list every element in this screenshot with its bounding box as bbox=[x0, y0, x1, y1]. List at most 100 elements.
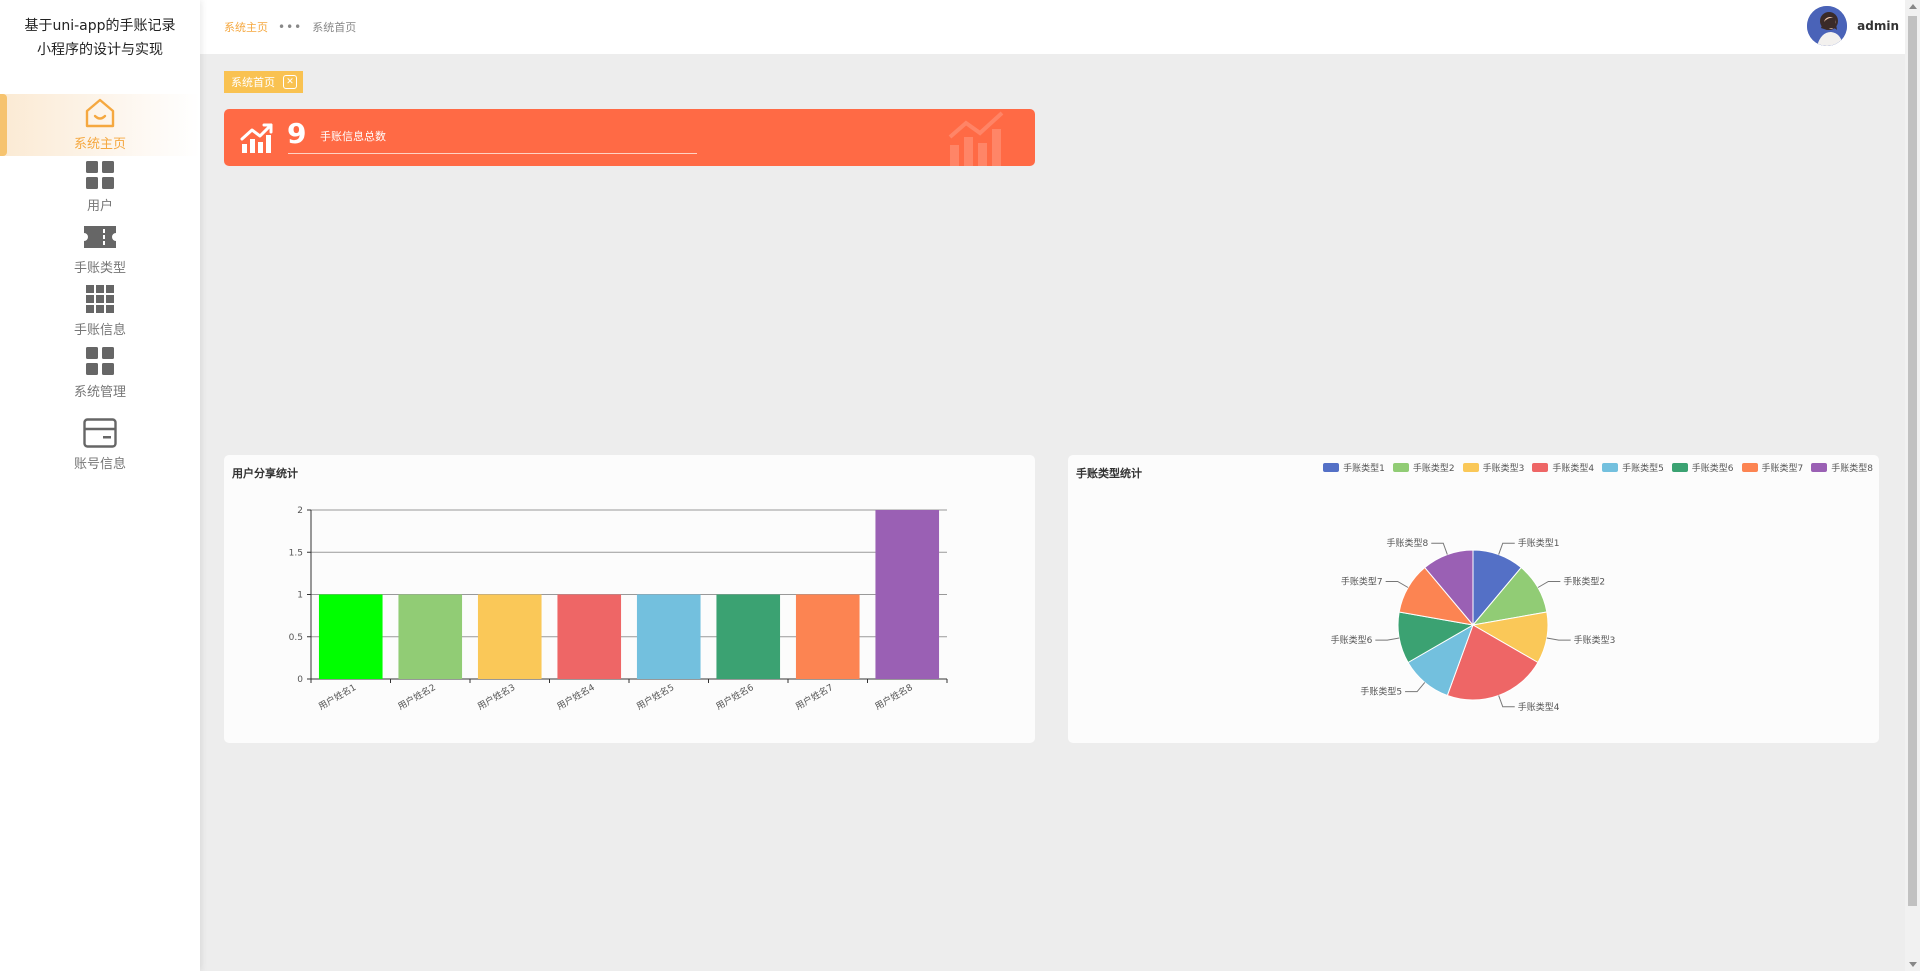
page-scrollbar[interactable] bbox=[1905, 0, 1920, 971]
sidebar-item-label: 系统管理 bbox=[73, 385, 126, 400]
pie-legend: 手账类型1 手账类型2 手账类型3 手账类型4 手账类型5 手账类型6 手账类型7 手账类型8 bbox=[1323, 461, 1873, 474]
legend-swatch bbox=[1602, 463, 1619, 472]
legend-item[interactable]: 手账类型8 bbox=[1811, 461, 1873, 474]
legend-label: 手账类型3 bbox=[1482, 464, 1525, 474]
sidebar-item-label: 系统主页 bbox=[73, 137, 126, 152]
sidebar-nav: 系统主页 用户 手账类型 手账信息 系统管理 bbox=[0, 94, 200, 476]
trend-chart-icon bbox=[240, 122, 274, 158]
pie-label: 手账类型4 bbox=[1518, 701, 1560, 713]
bar bbox=[557, 594, 622, 679]
legend-swatch bbox=[1811, 463, 1828, 472]
close-icon[interactable]: ✕ bbox=[283, 75, 297, 89]
legend-item[interactable]: 手账类型6 bbox=[1671, 461, 1734, 474]
y-tick-label: 2 bbox=[297, 506, 303, 516]
bar bbox=[875, 510, 940, 679]
sidebar-item-journal-info[interactable]: 手账信息 bbox=[0, 280, 200, 342]
bar-chart: 0 0.5 1 1.5 2 用户姓名1 用户姓名2 用户姓名3 用户姓名4 用户姓名5 用户姓名6 用… bbox=[289, 506, 948, 712]
bar bbox=[477, 594, 542, 679]
sidebar: 基于uni-app的手账记录 小程序的设计与实现 系统主页 用户 手账类型 手 bbox=[0, 0, 200, 971]
sidebar-item-home[interactable]: 系统主页 bbox=[0, 94, 200, 156]
stat-background-chart-icon bbox=[946, 109, 1010, 166]
top-bar: 系统主页 ••• 系统首页 admin bbox=[200, 0, 1905, 54]
bar-chart-card: 用户分享统计 0 0.5 1 1.5 2 用户姓名1 用户姓名2 用户姓名3 用户姓名4 用户姓名… bbox=[224, 455, 1035, 743]
scroll-up-arrow-icon[interactable] bbox=[1909, 4, 1917, 9]
ticket-icon bbox=[83, 220, 117, 254]
legend-swatch bbox=[1323, 463, 1340, 472]
sidebar-item-label: 手账信息 bbox=[73, 323, 126, 338]
pie-label: 手账类型2 bbox=[1563, 576, 1605, 588]
y-tick-label: 0.5 bbox=[289, 633, 303, 643]
app-title-line1: 基于uni-app的手账记录 bbox=[24, 18, 176, 34]
legend-item[interactable]: 手账类型2 bbox=[1392, 461, 1455, 474]
pie-label-line bbox=[1431, 542, 1448, 555]
pie-label-line bbox=[1385, 581, 1409, 588]
x-tick-label: 用户姓名4 bbox=[555, 681, 597, 712]
pie-chart: 手账类型1 手账类型2 手账类型3 手账类型4 手账类型5 手账类型6 手账类型7 手账类型8 bbox=[1331, 537, 1616, 713]
breadcrumb-current: 系统首页 bbox=[312, 21, 357, 34]
legend-item[interactable]: 手账类型7 bbox=[1741, 461, 1803, 474]
legend-item[interactable]: 手账类型4 bbox=[1532, 461, 1594, 474]
legend-item[interactable]: 手账类型5 bbox=[1602, 461, 1664, 474]
legend-swatch bbox=[1741, 463, 1758, 472]
legend-label: 手账类型4 bbox=[1552, 464, 1595, 474]
legend-label: 手账类型5 bbox=[1622, 464, 1664, 474]
x-tick-label: 用户姓名3 bbox=[475, 681, 517, 712]
bar bbox=[318, 594, 383, 679]
tab-system-home[interactable]: 系统首页 ✕ bbox=[224, 71, 303, 93]
sidebar-item-account[interactable]: 账号信息 bbox=[0, 404, 200, 476]
pie-slice bbox=[1446, 624, 1539, 701]
pie-label-line bbox=[1498, 695, 1515, 708]
legend-item[interactable]: 手账类型3 bbox=[1462, 461, 1525, 474]
pie-label-line bbox=[1537, 581, 1561, 588]
legend-swatch bbox=[1392, 463, 1409, 472]
bar bbox=[716, 594, 781, 679]
bar-chart-title: 用户分享统计 bbox=[232, 467, 298, 480]
sidebar-item-label: 手账类型 bbox=[73, 261, 126, 276]
tab-label: 系统首页 bbox=[231, 76, 275, 89]
pie-label: 手账类型3 bbox=[1574, 634, 1616, 646]
legend-swatch bbox=[1532, 463, 1549, 472]
card-icon bbox=[83, 416, 117, 450]
pie-label: 手账类型5 bbox=[1360, 686, 1402, 698]
avatar[interactable] bbox=[1807, 6, 1848, 46]
user-name: admin bbox=[1857, 19, 1899, 33]
bar bbox=[398, 594, 463, 679]
pie-label-line bbox=[1546, 637, 1571, 641]
breadcrumb-home[interactable]: 系统主页 bbox=[224, 21, 268, 34]
x-tick-label: 用户姓名1 bbox=[316, 681, 358, 712]
pie-slice bbox=[1424, 549, 1474, 627]
legend-swatch bbox=[1462, 463, 1479, 472]
pie-label: 手账类型8 bbox=[1387, 537, 1429, 549]
scroll-down-arrow-icon[interactable] bbox=[1909, 962, 1917, 967]
legend-label: 手账类型1 bbox=[1343, 464, 1385, 474]
pie-label-line bbox=[1498, 542, 1515, 555]
breadcrumb-separator: ••• bbox=[278, 20, 303, 34]
pie-label: 手账类型1 bbox=[1518, 537, 1560, 549]
sidebar-item-journal-type[interactable]: 手账类型 bbox=[0, 218, 200, 280]
grid-four-icon bbox=[83, 344, 117, 378]
grid-four-icon bbox=[83, 158, 117, 192]
scrollbar-thumb[interactable] bbox=[1908, 16, 1917, 906]
breadcrumb: 系统主页 ••• 系统首页 bbox=[224, 19, 356, 35]
y-tick-label: 1.5 bbox=[289, 548, 303, 558]
legend-item[interactable]: 手账类型1 bbox=[1323, 461, 1385, 474]
legend-label: 手账类型8 bbox=[1831, 464, 1873, 474]
pie-chart-card: 手账类型统计 手账类型1 手账类型2 手账类型3 手账类型4 手账类型5 手账类型6 手账类… bbox=[1068, 455, 1879, 743]
pie-chart-title: 手账类型统计 bbox=[1076, 467, 1142, 480]
bar bbox=[636, 594, 701, 679]
grid-nine-icon bbox=[83, 282, 117, 316]
sidebar-item-system[interactable]: 系统管理 bbox=[0, 342, 200, 404]
user-menu[interactable]: admin bbox=[1807, 6, 1899, 46]
home-icon bbox=[83, 96, 117, 130]
y-tick-label: 1 bbox=[297, 591, 303, 601]
stat-value: 9 bbox=[287, 117, 307, 150]
sidebar-item-label: 用户 bbox=[86, 199, 113, 214]
x-tick-label: 用户姓名5 bbox=[634, 681, 676, 712]
legend-swatch bbox=[1671, 463, 1688, 472]
bar bbox=[795, 594, 860, 679]
pie-label: 手账类型6 bbox=[1331, 634, 1373, 646]
sidebar-item-users[interactable]: 用户 bbox=[0, 156, 200, 218]
pie-label-line bbox=[1375, 637, 1400, 641]
legend-label: 手账类型2 bbox=[1412, 464, 1455, 474]
app-title-line2: 小程序的设计与实现 bbox=[37, 42, 163, 58]
